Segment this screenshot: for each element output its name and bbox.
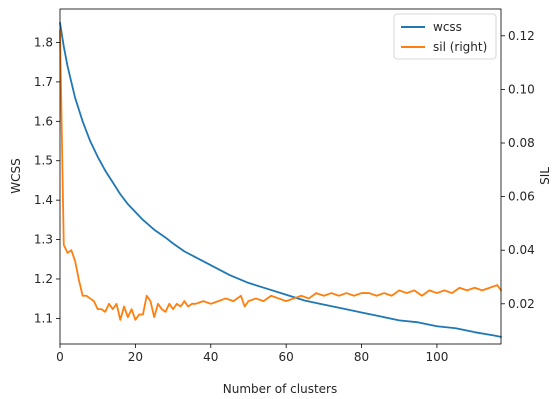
plot-frame (59, 8, 502, 345)
y-right-tick-label: 0.06 (508, 190, 535, 204)
series-line-sil (59, 29, 502, 321)
y-left-tick-label: 1.4 (34, 193, 53, 207)
x-axis-label: Number of clusters (223, 382, 337, 396)
y-left-tick-label: 1.7 (34, 75, 53, 89)
x-tick-label: 100 (425, 350, 448, 364)
y-axis-label-right: SIL (538, 167, 552, 185)
x-tick-label: 60 (279, 350, 294, 364)
y-right-tick-label: 0.04 (508, 243, 535, 257)
x-tick-label: 0 (56, 350, 64, 364)
y-right-tick-label: 0.12 (508, 29, 535, 43)
axes-layer: 0 20 40 60 80 100 1.1 1.2 1.3 1.4 1.5 1.6 1.7 1.8 0.02… (34, 29, 535, 364)
y-axis-label-left: WCSS (9, 158, 23, 193)
y-left-tick-label: 1.3 (34, 233, 53, 247)
series-line-wcss (59, 21, 502, 338)
y-right-tick-label: 0.02 (508, 297, 535, 311)
legend-label-sil: sil (right) (433, 40, 487, 54)
x-tick-label: 80 (354, 350, 369, 364)
y-right-tick-label: 0.10 (508, 82, 535, 96)
y-left-tick-label: 1.1 (34, 311, 53, 325)
y-left-tick-label: 1.6 (34, 114, 53, 128)
plot-area (60, 9, 501, 344)
y-right-tick-label: 0.08 (508, 136, 535, 150)
y-left-tick-label: 1.2 (34, 272, 53, 286)
legend: wcss sil (right) (393, 13, 497, 60)
series-layer (59, 21, 502, 338)
y-left-tick-label: 1.8 (34, 36, 53, 50)
x-tick-label: 20 (128, 350, 143, 364)
y-left-tick-label: 1.5 (34, 154, 53, 168)
x-tick-label: 40 (203, 350, 218, 364)
legend-label-wcss: wcss (433, 20, 462, 34)
